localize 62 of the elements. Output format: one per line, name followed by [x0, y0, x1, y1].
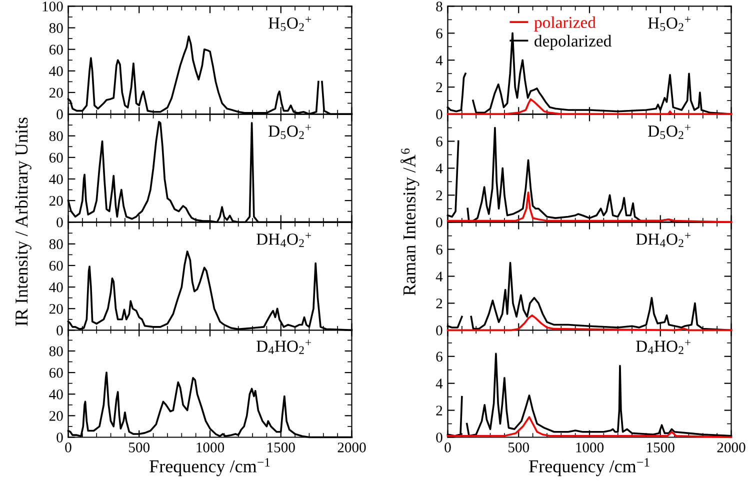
x-tick-label: 1000 — [196, 442, 224, 452]
x-tick-label: 500 — [129, 442, 150, 452]
y-tick-label: 80 — [49, 23, 63, 33]
x-tick-label: 1500 — [268, 442, 295, 452]
y-tick-label: 0 — [56, 326, 63, 336]
y-tick-label: 60 — [49, 44, 63, 55]
y-tick-label: 4 — [436, 56, 443, 66]
y-tick-label: 20 — [49, 88, 63, 98]
legend-label: depolarized — [534, 34, 612, 50]
y-axis-title: IR Intensity / Arbitrary Units — [14, 118, 32, 326]
x-tick-label: 2000 — [717, 442, 746, 452]
text: DH$_{4}$O$_{2}$$^{+}$ — [636, 232, 691, 247]
y-tick-label: 60 — [49, 260, 63, 271]
x-tick-label: 0 — [444, 442, 451, 452]
x-tick-label: 500 — [508, 442, 530, 452]
y-tick-label: 6 — [436, 28, 442, 38]
y-tick-label: 4 — [436, 272, 443, 282]
y-tick-label: 0 — [56, 109, 63, 120]
text: H$_{5}$O$_{2}$$^{+}$ — [268, 16, 311, 31]
y-tick-label: 2 — [436, 298, 442, 308]
y-tick-label: 0 — [436, 109, 442, 120]
y-tick-label: 0 — [56, 432, 63, 442]
text: H$_{5}$O$_{2}$$^{+}$ — [648, 16, 690, 31]
y-tick-label: 0 — [436, 326, 442, 336]
x-tick-label: 2000 — [338, 442, 366, 452]
y-tick-label: 2 — [436, 406, 442, 416]
y-tick-label: 40 — [49, 389, 63, 400]
y-tick-label: 20 — [49, 411, 63, 421]
y-tick-label: 2 — [436, 82, 442, 92]
x-tick-label: 1000 — [576, 442, 604, 452]
text: D$_{5}$O$_{2}$$^{+}$ — [648, 124, 690, 139]
text: D$_{4}$HO$_{2}$$^{+}$ — [636, 340, 691, 354]
y-tick-label: 80 — [49, 239, 63, 250]
y-tick-label: 100 — [42, 2, 63, 12]
y-tick-label: 20 — [49, 196, 63, 206]
y-tick-label: 6 — [436, 244, 442, 255]
x-axis-title: Frequency /cm$^{−1}$ — [150, 458, 270, 476]
legend-label: polarized — [534, 16, 596, 32]
y-tick-label: 80 — [49, 131, 63, 142]
y-tick-label: 6 — [436, 136, 442, 146]
y-tick-label: 0 — [436, 432, 442, 442]
y-tick-label: 40 — [49, 282, 63, 292]
text: DH$_{4}$O$_{2}$$^{+}$ — [256, 232, 312, 247]
y-tick-label: 20 — [49, 304, 63, 314]
y-tick-label: 60 — [49, 152, 63, 163]
y-tick-label: 0 — [436, 217, 442, 228]
y-tick-label: 60 — [49, 368, 63, 378]
y-tick-label: 80 — [49, 346, 63, 356]
text: D$_{4}$HO$_{2}$$^{+}$ — [256, 340, 312, 354]
y-tick-label: 6 — [436, 352, 442, 362]
y-tick-label: 4 — [436, 164, 443, 174]
x-tick-label: 0 — [65, 442, 72, 452]
y-tick-label: 8 — [436, 2, 442, 12]
x-tick-label: 1500 — [647, 442, 674, 452]
y-tick-label: 0 — [56, 217, 63, 228]
y-tick-label: 40 — [49, 174, 63, 184]
y-tick-label: 4 — [436, 378, 443, 388]
text: D$_{5}$O$_{2}$$^{+}$ — [268, 124, 311, 139]
y-axis-title: Raman Intensity /Å$^{6}$ — [400, 148, 420, 296]
y-tick-label: 40 — [49, 66, 63, 76]
x-axis-title: Frequency /cm$^{−1}$ — [529, 458, 650, 476]
y-tick-label: 2 — [436, 190, 442, 200]
